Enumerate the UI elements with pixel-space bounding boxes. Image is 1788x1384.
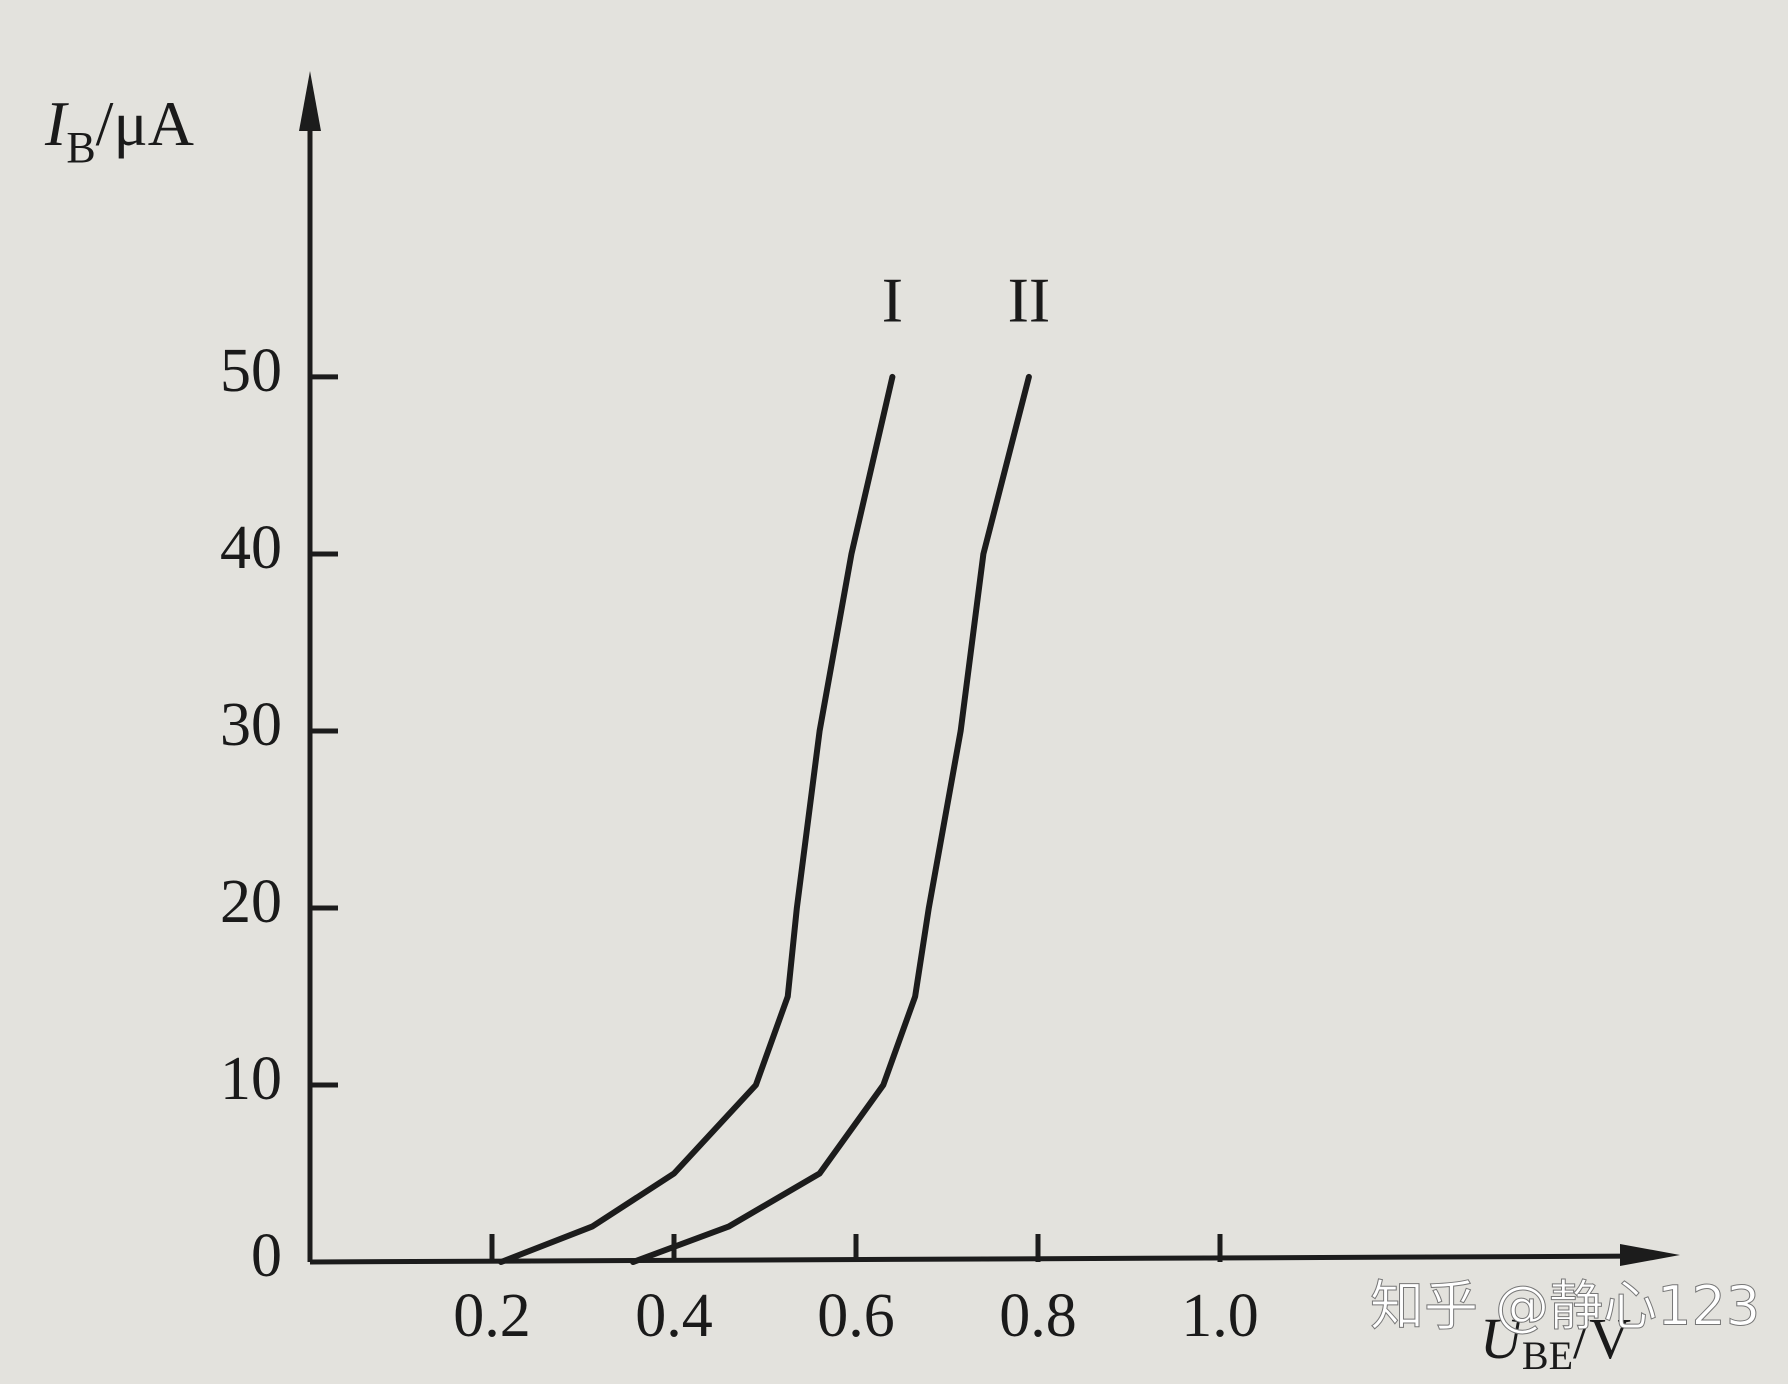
y-tick-label: 50 bbox=[220, 337, 282, 405]
x-axis-arrow bbox=[1620, 1244, 1680, 1266]
x-axis bbox=[309, 1253, 1656, 1265]
y-tick-label: 20 bbox=[220, 868, 282, 936]
y-tick-label: 0 bbox=[251, 1222, 282, 1290]
x-label-subscript: BE bbox=[1522, 1333, 1573, 1378]
x-tick-label: 0.2 bbox=[453, 1282, 531, 1350]
y-label-subscript: B bbox=[66, 123, 95, 172]
y-tick-label: 30 bbox=[220, 691, 282, 759]
x-tick-label: 0.4 bbox=[635, 1282, 713, 1350]
y-label-unit: /μA bbox=[96, 88, 194, 159]
watermark: 知乎 @静心123 bbox=[1370, 1275, 1760, 1338]
y-label-symbol: I bbox=[44, 88, 69, 159]
series-label: II bbox=[1008, 265, 1051, 336]
curve bbox=[498, 373, 896, 1265]
x-tick-label: 0.8 bbox=[999, 1282, 1077, 1350]
x-tick-label: 0.6 bbox=[817, 1282, 895, 1350]
y-axis-arrow bbox=[299, 71, 321, 131]
x-tick-label: 1.0 bbox=[1181, 1282, 1259, 1350]
x-axis-label: UBE/V bbox=[1480, 1306, 1631, 1378]
series-label: I bbox=[882, 265, 903, 336]
y-tick-label: 40 bbox=[220, 514, 282, 582]
y-tick-label: 10 bbox=[220, 1045, 282, 1113]
curve bbox=[630, 373, 1032, 1265]
x-label-unit: /V bbox=[1573, 1306, 1631, 1371]
x-label-symbol: U bbox=[1480, 1306, 1526, 1371]
y-axis-label: IB/μA bbox=[44, 88, 194, 172]
